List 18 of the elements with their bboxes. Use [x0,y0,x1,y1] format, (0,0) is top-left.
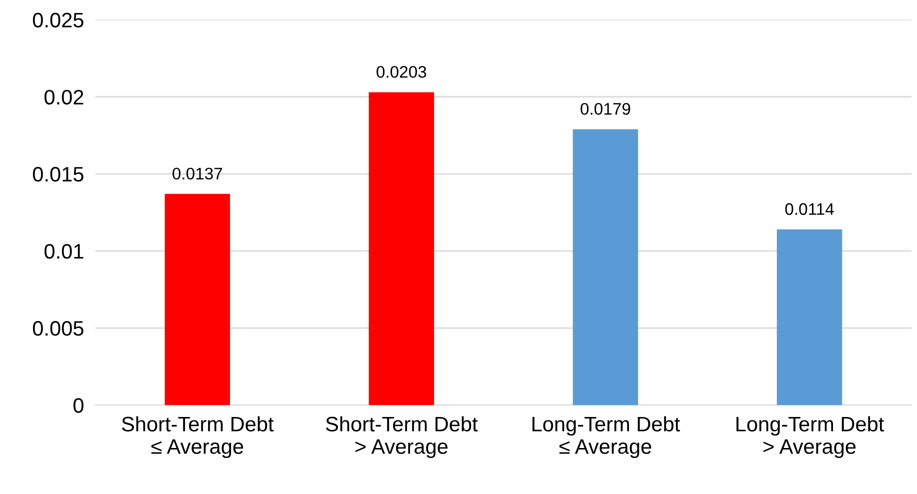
x-tick-label: Long-Term Debt ≤ Average [532,416,680,458]
y-tick-label: 0.025 [32,12,84,28]
bar [368,92,434,406]
x-tick-label: Long-Term Debt > Average [736,416,884,458]
data-label: 0.0179 [580,102,630,115]
y-tick-label: 0 [73,398,84,413]
data-label: 0.0137 [172,168,222,180]
x-tick-label: Short-Term Debt > Average [326,416,478,458]
bar [572,129,638,406]
x-tick-label: Short-Term Debt ≤ Average [122,416,274,458]
data-label: 0.0203 [376,66,426,78]
bar [164,194,230,406]
y-tick-label: 0.005 [32,321,84,336]
data-label: 0.0114 [785,203,834,215]
y-tick-label: 0.015 [32,166,84,182]
y-tick-label: 0.02 [44,90,84,105]
y-tick-label: 0.01 [44,244,84,259]
bar [776,229,842,406]
